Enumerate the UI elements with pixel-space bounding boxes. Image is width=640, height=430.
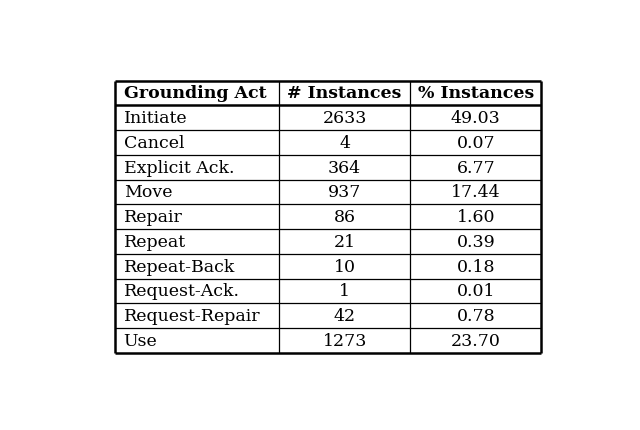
Text: 4: 4 (339, 135, 350, 152)
Text: 0.01: 0.01 (456, 283, 495, 300)
Text: Initiate: Initiate (124, 110, 188, 127)
Text: 0.78: 0.78 (456, 307, 495, 324)
Text: 17.44: 17.44 (451, 184, 500, 201)
Text: Request-Ack.: Request-Ack. (124, 283, 239, 300)
Text: 0.18: 0.18 (456, 258, 495, 275)
Text: 49.03: 49.03 (451, 110, 500, 127)
Text: 2633: 2633 (323, 110, 367, 127)
Text: 1: 1 (339, 283, 350, 300)
Text: 1273: 1273 (323, 332, 367, 349)
Text: 10: 10 (333, 258, 356, 275)
Text: Request-Repair: Request-Repair (124, 307, 260, 324)
Text: Explicit Ack.: Explicit Ack. (124, 159, 234, 176)
Text: Repair: Repair (124, 209, 182, 226)
Text: % Instances: % Instances (418, 85, 534, 102)
Text: 937: 937 (328, 184, 362, 201)
Text: 42: 42 (333, 307, 356, 324)
Text: 0.07: 0.07 (456, 135, 495, 152)
Text: 364: 364 (328, 159, 361, 176)
Text: 86: 86 (333, 209, 356, 226)
Text: Cancel: Cancel (124, 135, 184, 152)
Text: Use: Use (124, 332, 157, 349)
Text: 6.77: 6.77 (456, 159, 495, 176)
Text: Grounding Act: Grounding Act (124, 85, 266, 102)
Text: 21: 21 (333, 233, 356, 250)
Text: 23.70: 23.70 (451, 332, 500, 349)
Text: Move: Move (124, 184, 172, 201)
Text: 0.39: 0.39 (456, 233, 495, 250)
Text: 1.60: 1.60 (456, 209, 495, 226)
Text: # Instances: # Instances (287, 85, 402, 102)
Text: Repeat-Back: Repeat-Back (124, 258, 235, 275)
Text: Repeat: Repeat (124, 233, 186, 250)
